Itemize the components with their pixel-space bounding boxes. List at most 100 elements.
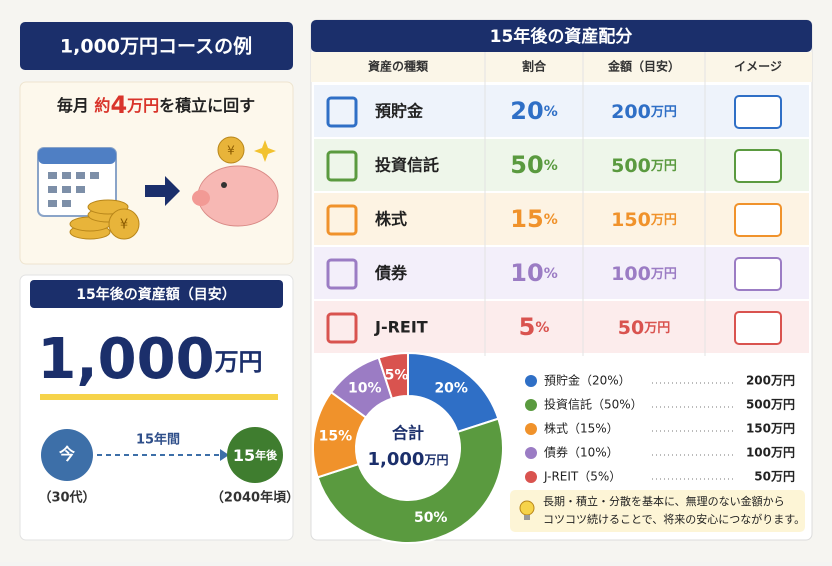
ratio-unit: %: [544, 158, 558, 174]
center-unit: 万円: [423, 453, 448, 467]
asset-icon: [326, 312, 358, 344]
legend-amount: 50万円: [754, 470, 795, 484]
ratio: 10%: [510, 259, 557, 287]
amount-unit: 万円: [215, 348, 263, 376]
amount: 500万円: [611, 155, 677, 177]
slice-label: 50%: [414, 510, 448, 526]
table-header-cell: イメージ: [734, 60, 782, 74]
underline: [40, 394, 278, 400]
image-icon: [734, 95, 782, 129]
image-icon: [734, 203, 782, 237]
legend-amount: 150万円: [746, 422, 795, 436]
asset-icon: [326, 258, 358, 290]
banner: [30, 280, 283, 308]
result-amount: 1,000万円: [37, 327, 262, 392]
legend-label: J-REIT（5%）: [543, 470, 621, 484]
now-circle: [41, 429, 93, 481]
svg-text:¥: ¥: [227, 144, 235, 158]
example-title: 1,000万円コースの例: [60, 35, 252, 58]
slice-label: 10%: [348, 381, 382, 397]
asset-name: J-REIT: [374, 318, 428, 337]
later-num: 15: [233, 446, 255, 465]
asset-name: 株式: [375, 210, 407, 229]
ratio: 50%: [510, 151, 557, 179]
note-box: [510, 490, 805, 532]
now-label: 今: [58, 445, 75, 464]
note-line: コツコツ続けることで、将来の安心につながります。: [543, 512, 805, 526]
amount-number: 50: [618, 317, 644, 339]
amount-unit: 万円: [650, 267, 677, 282]
asset-name: 投資信託: [375, 156, 439, 175]
now-note: （30代）: [38, 490, 95, 506]
plan-part: 約: [94, 96, 110, 115]
image-icon: [734, 311, 782, 345]
bulb-base: [524, 515, 530, 520]
image-icon: [734, 257, 782, 291]
table-row: [314, 139, 809, 191]
legend-dot: [525, 471, 537, 483]
asset-name: 預貯金: [375, 102, 424, 121]
plan-part: 毎月: [57, 96, 89, 115]
table-row: [314, 301, 809, 353]
arrow-head: [220, 449, 229, 461]
later-unit: 年後: [255, 448, 278, 462]
donut-slice: [316, 417, 504, 544]
table-header-cell: 金額（目安）: [607, 59, 680, 74]
donut-slice: [377, 351, 409, 400]
amount: 100万円: [611, 263, 677, 285]
table-row: [314, 193, 809, 245]
allocation-title: 15年後の資産配分: [490, 26, 633, 47]
result-card: [19, 274, 294, 541]
amount-unit: 万円: [643, 321, 670, 336]
image-icon: [734, 149, 782, 183]
amount-unit: 万円: [650, 159, 677, 174]
ratio-unit: %: [544, 266, 558, 282]
ratio: 15%: [510, 205, 557, 233]
ratio-unit: %: [535, 320, 549, 336]
ratio-unit: %: [544, 104, 558, 120]
table-row: [314, 85, 809, 137]
ratio-number: 15: [510, 205, 543, 233]
ratio: 5%: [519, 313, 550, 341]
legend-label: 債券（10%）: [544, 445, 619, 460]
legend-amount: 500万円: [746, 398, 795, 412]
legend-dot: [525, 447, 537, 459]
legend-label: 投資信託（50%）: [544, 397, 643, 412]
donut-chart: 20% 50% 15% 10%5% 合計 1,000万円 預貯金（20%） 200万円投資信託…: [312, 351, 795, 544]
banner: [311, 20, 812, 52]
ratio: 20%: [510, 97, 557, 125]
legend-label: 株式（15%）: [544, 421, 619, 436]
ratio-number: 50: [510, 151, 543, 179]
later-note: （2040年頃）: [211, 490, 299, 506]
amount-number: 500: [611, 155, 651, 177]
plan-part: を積立に回す: [159, 96, 255, 115]
table-header-cell: 資産の種類: [368, 59, 429, 74]
plan-part: 万円: [126, 96, 159, 115]
legend-label: 預貯金（20%）: [544, 373, 631, 388]
slice-label: 15%: [319, 429, 353, 445]
result-title: 15年後の資産額（目安）: [76, 286, 235, 303]
ratio-number: 10: [510, 259, 543, 287]
later-circle: [227, 427, 283, 483]
amount-unit: 万円: [650, 105, 677, 120]
table-header: [311, 52, 812, 82]
note-line: 長期・積立・分散を基本に、無理のない金額から: [543, 494, 785, 508]
ratio-unit: %: [544, 212, 558, 228]
plan-part: 4: [110, 91, 127, 119]
center-label: 合計: [392, 424, 424, 443]
amount-number: 150: [611, 209, 651, 231]
asset-icon: [326, 96, 358, 128]
bulb-icon: [519, 500, 535, 516]
banner: [20, 22, 293, 70]
amount: 50万円: [618, 317, 670, 339]
amount-number: 200: [611, 101, 651, 123]
slice-label: 20%: [434, 381, 468, 397]
slice-label: 5%: [385, 367, 409, 383]
later-label: 15年後: [233, 446, 278, 465]
table-header-cell: 割合: [522, 59, 547, 74]
asset-icon: [326, 150, 358, 182]
center-value: 1,000万円: [368, 449, 449, 470]
center-number: 1,000: [368, 449, 425, 470]
